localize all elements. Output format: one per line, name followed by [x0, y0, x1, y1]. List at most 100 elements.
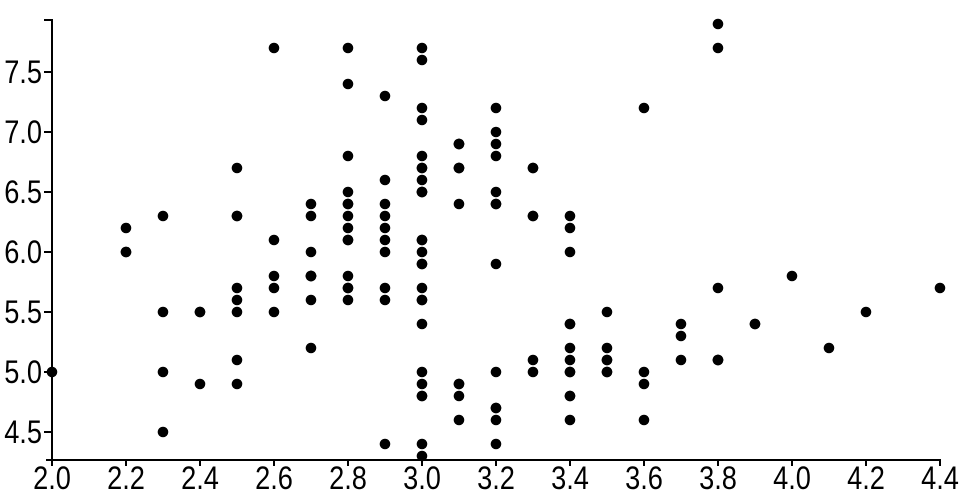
data-point [379, 234, 391, 246]
data-point [490, 198, 502, 210]
data-point [268, 234, 280, 246]
data-point [231, 162, 243, 174]
data-point [527, 162, 539, 174]
data-point [416, 258, 428, 270]
data-point [194, 378, 206, 390]
data-point [342, 270, 354, 282]
x-tick-label: 3.2 [477, 461, 515, 497]
data-point [379, 90, 391, 102]
data-point [379, 198, 391, 210]
data-point [342, 150, 354, 162]
x-tick-label: 3.0 [403, 461, 441, 497]
data-point [416, 42, 428, 54]
data-point [601, 306, 613, 318]
y-tick-label: 5.5 [4, 295, 42, 331]
data-point [120, 246, 132, 258]
x-tick-label: 2.4 [181, 461, 219, 497]
data-point [416, 186, 428, 198]
data-point [416, 162, 428, 174]
data-point [490, 402, 502, 414]
data-point [120, 222, 132, 234]
data-point [712, 18, 724, 30]
data-point [638, 102, 650, 114]
data-point [305, 246, 317, 258]
data-point [379, 438, 391, 450]
data-point [342, 294, 354, 306]
data-point [638, 414, 650, 426]
data-point [268, 306, 280, 318]
data-point [416, 390, 428, 402]
data-point [564, 354, 576, 366]
data-point [564, 318, 576, 330]
y-tick-label: 6.5 [4, 175, 42, 211]
data-point [268, 282, 280, 294]
data-point [305, 270, 317, 282]
data-point [453, 198, 465, 210]
data-point [490, 438, 502, 450]
data-point [342, 186, 354, 198]
data-point [416, 174, 428, 186]
y-tick-label: 7.5 [4, 55, 42, 91]
data-point [305, 294, 317, 306]
data-point [453, 162, 465, 174]
data-point [416, 378, 428, 390]
data-point [416, 438, 428, 450]
data-point [564, 390, 576, 402]
x-tick-label: 3.6 [625, 461, 663, 497]
data-point [564, 246, 576, 258]
data-point [860, 306, 872, 318]
y-tick-label: 6.0 [4, 235, 42, 271]
y-tick-label: 7.0 [4, 115, 42, 151]
data-point [231, 282, 243, 294]
data-point [564, 222, 576, 234]
data-point [157, 210, 169, 222]
data-point [712, 282, 724, 294]
data-point [379, 294, 391, 306]
data-point [453, 378, 465, 390]
data-point [416, 450, 428, 462]
data-point [268, 270, 280, 282]
data-point [675, 318, 687, 330]
data-point [157, 306, 169, 318]
data-point [342, 234, 354, 246]
data-point [379, 174, 391, 186]
data-point [490, 366, 502, 378]
x-tick-label: 2.6 [255, 461, 293, 497]
data-point [527, 354, 539, 366]
data-point [527, 366, 539, 378]
data-point [46, 366, 58, 378]
x-tick-label: 4.2 [847, 461, 885, 497]
data-point [305, 210, 317, 222]
data-point [157, 426, 169, 438]
data-point [231, 306, 243, 318]
data-point [379, 282, 391, 294]
data-point [416, 318, 428, 330]
data-point [416, 102, 428, 114]
data-point [342, 282, 354, 294]
data-point [490, 186, 502, 198]
data-point [638, 366, 650, 378]
data-point [564, 414, 576, 426]
x-tick-label: 4.4 [921, 461, 959, 497]
data-point [416, 54, 428, 66]
data-point [231, 210, 243, 222]
data-point [231, 294, 243, 306]
data-point [379, 222, 391, 234]
x-tick-label: 3.8 [699, 461, 737, 497]
data-point [601, 366, 613, 378]
data-point [601, 354, 613, 366]
data-point [453, 390, 465, 402]
x-tick-label: 2.0 [33, 461, 71, 497]
data-point [638, 378, 650, 390]
data-point [934, 282, 946, 294]
data-point [490, 414, 502, 426]
data-point [453, 138, 465, 150]
data-point [527, 210, 539, 222]
data-point [601, 342, 613, 354]
data-point [564, 210, 576, 222]
x-tick-label: 2.2 [107, 461, 145, 497]
data-point [490, 258, 502, 270]
data-point [379, 246, 391, 258]
